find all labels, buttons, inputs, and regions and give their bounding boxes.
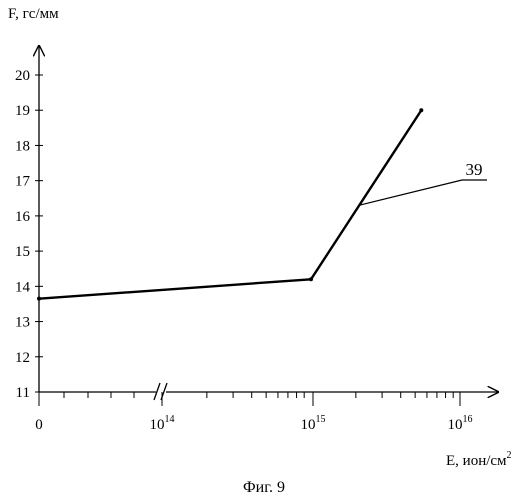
x-tick-label: 0 [35, 417, 43, 433]
x-axis-label-main: E, ион/см [446, 453, 507, 469]
y-tick-label: 11 [16, 385, 30, 401]
y-tick-label: 12 [15, 350, 30, 366]
y-tick-label: 15 [15, 244, 30, 260]
x-tick-label: 1015 [301, 414, 326, 433]
annotation-label: 39 [466, 160, 483, 179]
series-layer: 39 [37, 108, 487, 300]
y-tick-label: 18 [15, 138, 30, 154]
y-tick-label: 20 [15, 68, 30, 84]
data-point [309, 277, 313, 281]
x-ticks: 0 1014 1015 1016 [35, 392, 472, 433]
y-tick-label: 14 [15, 279, 31, 295]
y-tick-label: 16 [15, 209, 31, 225]
y-tick-label: 17 [15, 174, 31, 190]
axes [39, 46, 498, 400]
annotation-leader [359, 180, 487, 205]
y-tick-label: 13 [15, 315, 30, 331]
x-tick-label: 1014 [150, 414, 175, 433]
figure-caption: Фиг. 9 [243, 479, 285, 496]
data-point [419, 108, 423, 112]
data-point [37, 297, 41, 301]
x-tick-label: 1016 [448, 414, 473, 433]
y-axis-label: F, гс/мм [8, 6, 59, 22]
x-axis-label-sup: 2 [507, 450, 512, 461]
y-tick-label: 19 [15, 103, 30, 119]
x-axis-label: E, ион/см2 [446, 450, 512, 469]
